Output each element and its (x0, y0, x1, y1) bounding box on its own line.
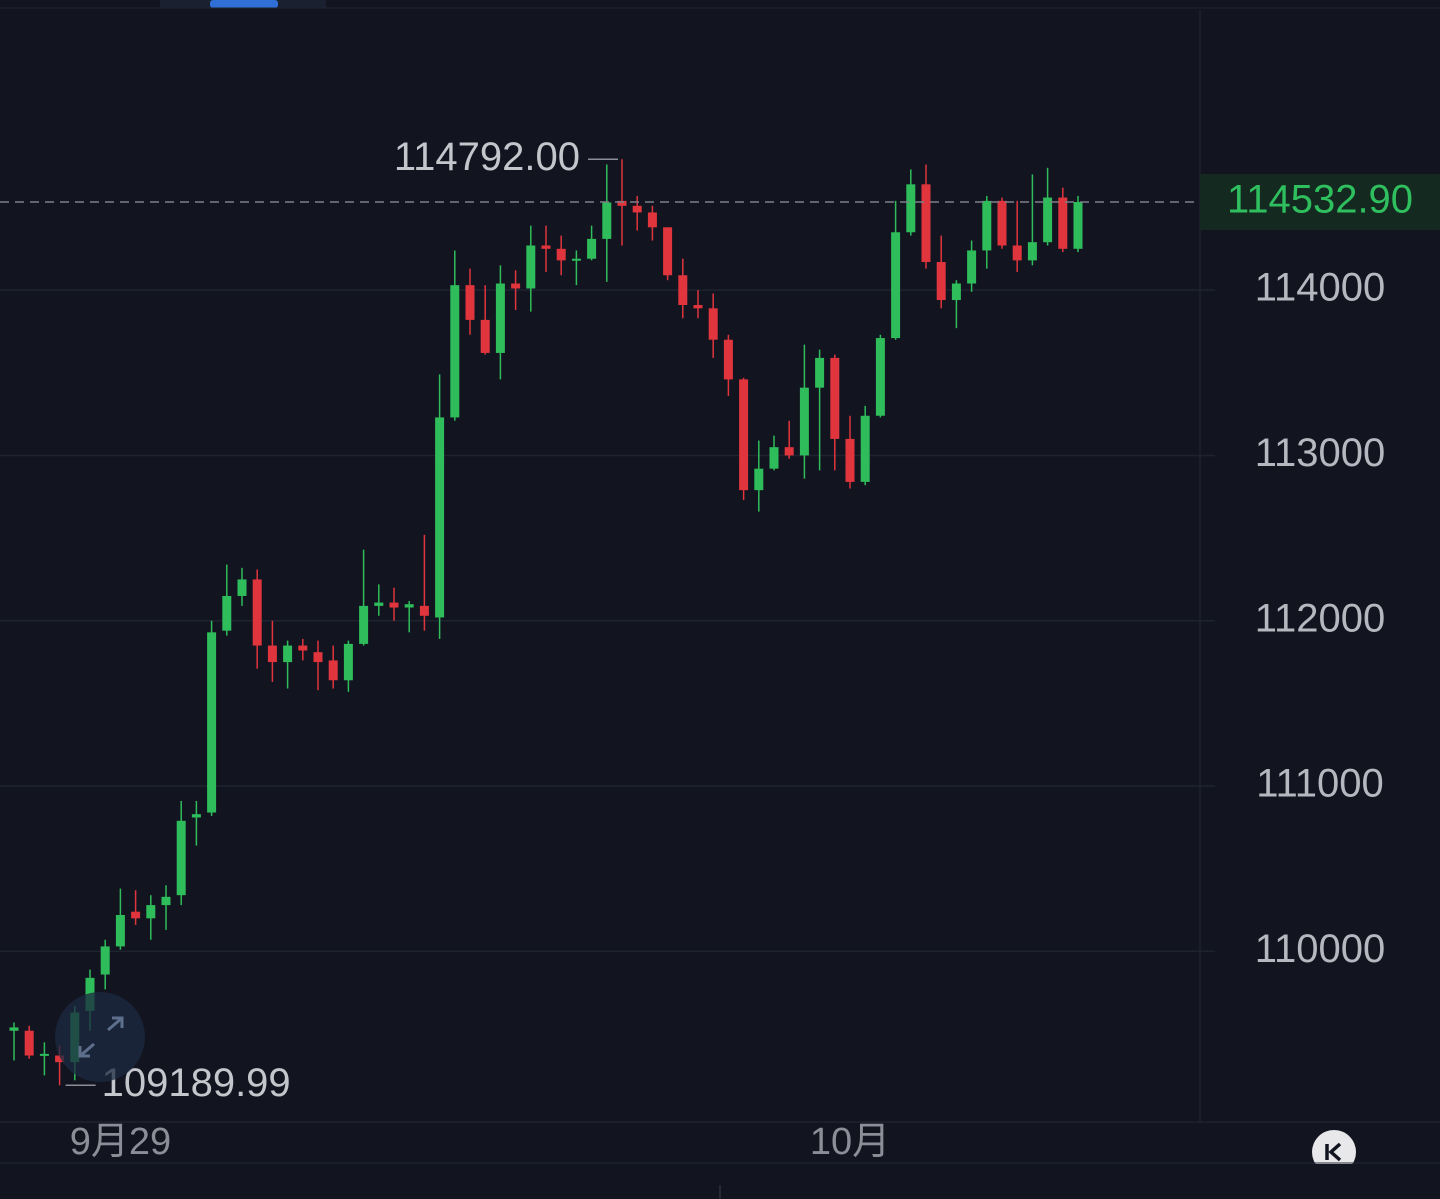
candle-body (815, 357, 825, 388)
candle-body (875, 338, 885, 416)
candle-body (982, 200, 992, 251)
high-label: 114792.00 (394, 135, 580, 179)
candle-body (343, 643, 353, 681)
scroll-latest-icon (1325, 1142, 1342, 1162)
candle-body (161, 896, 171, 906)
y-tick-label: 111000 (1256, 762, 1384, 806)
candle-body (602, 202, 612, 239)
candle-body (799, 387, 809, 456)
expand-icon (78, 1016, 124, 1058)
candle-body (997, 200, 1007, 246)
candle-body (283, 645, 293, 663)
low-label: 109189.99 (102, 1061, 291, 1105)
candle-body (389, 602, 399, 608)
candle-body (906, 184, 916, 233)
candle-body (1073, 202, 1083, 249)
candle-body (100, 946, 110, 975)
candle-body (556, 248, 566, 261)
candle-body (845, 438, 855, 482)
candle-body (967, 250, 977, 284)
candle-body (298, 645, 308, 651)
candle-body (435, 417, 445, 618)
candle-body (587, 238, 597, 259)
candle-body (267, 645, 277, 663)
candle-body (739, 379, 749, 491)
candle-body (237, 579, 247, 596)
candle-body (632, 205, 642, 213)
candle-body (115, 915, 125, 947)
candle-body (465, 285, 475, 320)
candle-body (936, 262, 946, 301)
last-price-box (1200, 174, 1440, 231)
candle-body (830, 357, 840, 439)
candle-body (1058, 197, 1068, 249)
candle-body (39, 1053, 49, 1056)
candle-body (723, 339, 733, 380)
candle-body (708, 308, 718, 340)
candle-body (404, 604, 414, 608)
candle-body (1043, 197, 1053, 243)
candle-body (24, 1030, 34, 1056)
candle-body (191, 814, 201, 818)
candles (9, 159, 1083, 1086)
y-tick-label: 112000 (1255, 596, 1386, 640)
candle-body (921, 184, 931, 263)
labels: 110000 111000 112000 113000 114000 9月29 10月 114… (0, 135, 1440, 1163)
last-price-label: 114532.90 (1227, 178, 1413, 222)
candle-body (526, 245, 536, 289)
grid (0, 289, 1215, 953)
candle-body (222, 595, 232, 631)
y-tick-label: 110000 (1255, 927, 1386, 971)
candle-body (450, 285, 460, 418)
candle-body (1012, 245, 1022, 261)
candle-body (754, 468, 764, 491)
candle-body (693, 305, 703, 309)
y-tick-label: 113000 (1255, 431, 1386, 475)
x-tick-label: 9月29 (70, 1121, 171, 1163)
candle-body (571, 258, 581, 261)
candle-body (678, 275, 688, 306)
candle-body (176, 820, 186, 896)
candle-body (252, 579, 262, 646)
candle-body (891, 232, 901, 339)
candle-body (1027, 242, 1037, 261)
candle-body (9, 1027, 19, 1031)
candle-body (55, 1055, 65, 1063)
top-tab-indicator (210, 0, 278, 8)
candle-body (131, 911, 141, 919)
candle-body (541, 245, 551, 249)
candle-body (419, 605, 429, 616)
candle-body (146, 905, 156, 919)
candle-body (359, 605, 369, 644)
candle-body (860, 415, 870, 482)
y-tick-label: 114000 (1255, 266, 1386, 310)
candle-body (663, 227, 673, 276)
candle-body (769, 447, 779, 469)
candle-body (951, 283, 961, 301)
x-tick-label: 10月 (810, 1121, 890, 1163)
candle-body (313, 652, 323, 663)
candle-body (511, 283, 521, 289)
candle-body (328, 660, 338, 681)
candle-body (374, 602, 384, 606)
candle-body (495, 283, 505, 353)
candle-body (480, 319, 490, 353)
candle-body (647, 212, 657, 228)
candle-body (617, 200, 627, 206)
expand-button[interactable] (55, 992, 145, 1082)
candle-body (784, 447, 794, 456)
candle-body (207, 632, 217, 813)
